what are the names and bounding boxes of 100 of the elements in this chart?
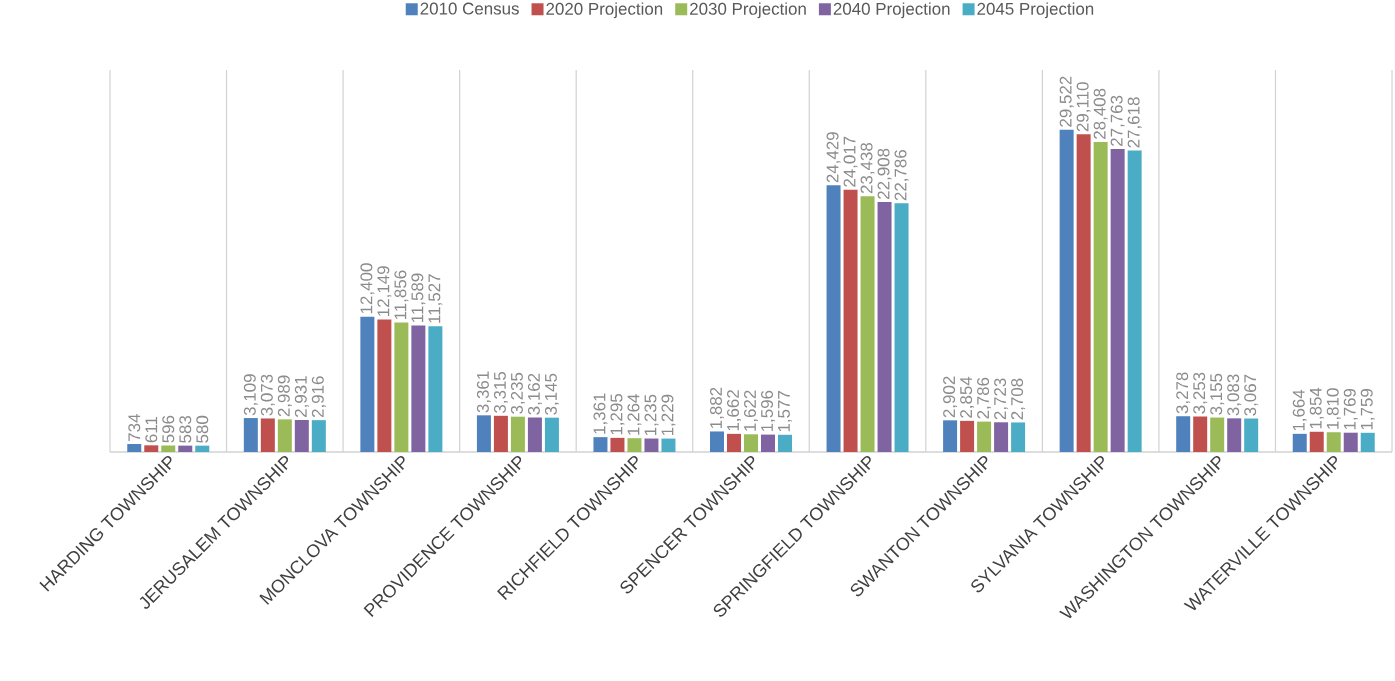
data-label: 583 (179, 415, 192, 443)
bar (661, 438, 676, 452)
data-label: 2,931 (294, 376, 309, 417)
data-label: 12,149 (377, 266, 392, 316)
bar (843, 189, 858, 452)
bar (195, 445, 210, 452)
data-label: 11,527 (428, 274, 443, 323)
bar (1360, 432, 1375, 452)
bar (243, 418, 258, 452)
data-label: 12,400 (360, 263, 375, 314)
bar (527, 417, 542, 452)
data-label: 2,854 (960, 376, 975, 418)
bar (1059, 129, 1074, 452)
bar (1227, 418, 1242, 452)
data-label: 580 (196, 415, 209, 443)
data-label: 1,662 (727, 390, 741, 431)
bar (493, 415, 508, 452)
bar (1110, 148, 1125, 452)
bar (360, 316, 375, 452)
data-label: 1,264 (627, 394, 642, 435)
legend-label: 2030 Projection (690, 2, 806, 19)
data-label: 1,235 (644, 394, 659, 436)
bar (778, 434, 792, 452)
bar (161, 445, 176, 452)
data-label: 3,155 (1210, 373, 1225, 415)
bar (593, 437, 608, 452)
data-label: 3,235 (510, 372, 525, 414)
bar (1076, 134, 1091, 452)
data-label: 11,856 (394, 270, 409, 320)
data-label: 1,596 (761, 390, 775, 432)
bar (394, 322, 409, 452)
bar (860, 196, 875, 452)
bar (943, 420, 958, 452)
data-label: 11,589 (411, 273, 426, 323)
data-label: 1,759 (1360, 389, 1375, 430)
data-label: 29,522 (1059, 76, 1074, 127)
data-label: 2,916 (311, 376, 326, 418)
data-label: 1,361 (593, 393, 608, 434)
data-label: 3,162 (527, 373, 542, 415)
data-label: 1,769 (1343, 388, 1358, 430)
data-label: 596 (162, 415, 175, 443)
bar (1176, 416, 1191, 452)
bar (1127, 150, 1142, 452)
data-label: 29,110 (1076, 82, 1091, 132)
data-label: 27,763 (1110, 95, 1125, 146)
bar (510, 416, 525, 452)
data-label: 1,664 (1292, 389, 1307, 431)
data-label: 1,854 (1309, 387, 1324, 429)
data-label: 22,908 (877, 148, 892, 199)
data-label: 1,810 (1326, 388, 1341, 429)
legend-label: 2020 Projection (546, 2, 663, 19)
bar (977, 421, 992, 452)
bar (1326, 432, 1341, 452)
data-label: 611 (145, 416, 158, 443)
bar (826, 185, 841, 452)
bar (610, 437, 625, 452)
bar (544, 417, 559, 452)
data-label: 1,577 (778, 391, 792, 432)
bar (294, 420, 309, 452)
data-label: 3,145 (544, 373, 559, 415)
data-label: 2,708 (1011, 378, 1026, 420)
data-label: 3,253 (1193, 372, 1208, 414)
bar (1210, 417, 1225, 452)
data-label: 734 (128, 414, 141, 441)
bar (1244, 418, 1259, 452)
data-label: 2,723 (994, 378, 1009, 420)
data-label: 3,109 (243, 374, 258, 416)
data-label: 2,786 (977, 377, 992, 419)
bar (1343, 432, 1358, 452)
legend-label: 2040 Projection (833, 2, 950, 19)
bar (994, 422, 1009, 452)
bar (127, 443, 142, 452)
data-label: 1,229 (661, 394, 676, 436)
bar (877, 201, 892, 452)
bar (1193, 416, 1208, 452)
data-label: 2,989 (277, 375, 292, 417)
data-label: 27,618 (1127, 97, 1142, 148)
bar (476, 415, 491, 452)
bar (727, 433, 741, 452)
bar (644, 438, 659, 452)
data-label: 3,067 (1244, 374, 1259, 416)
bar (1292, 433, 1307, 452)
data-label: 3,073 (260, 374, 275, 416)
data-label: 1,622 (744, 390, 758, 431)
bar (761, 434, 775, 452)
data-label: 24,017 (843, 136, 858, 187)
data-label: 1,882 (710, 387, 724, 428)
bar (894, 203, 909, 452)
data-label: 23,438 (860, 142, 875, 194)
data-label: 2,902 (943, 376, 958, 418)
data-label: 3,083 (1227, 374, 1242, 416)
bar (311, 420, 326, 452)
bar (627, 438, 642, 452)
bar (710, 431, 724, 452)
bar (960, 420, 975, 452)
bar (277, 419, 292, 452)
bar (377, 319, 392, 452)
bar (428, 326, 443, 452)
bar (178, 445, 193, 452)
bar (144, 445, 159, 452)
